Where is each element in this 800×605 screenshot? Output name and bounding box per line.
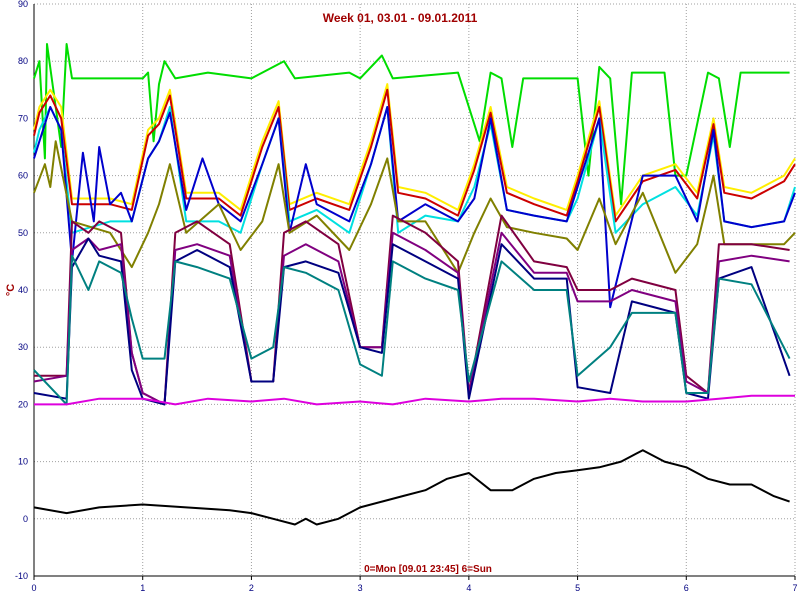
y-axis-label: °C bbox=[5, 284, 17, 296]
x-tick-label: 3 bbox=[358, 583, 363, 593]
series-line-12 bbox=[33, 449, 790, 526]
series-line-10 bbox=[33, 254, 791, 406]
series-line-2 bbox=[33, 83, 796, 217]
y-tick-label: 70 bbox=[18, 113, 28, 123]
series-line-11 bbox=[34, 394, 795, 406]
y-tick-label: 80 bbox=[18, 56, 28, 66]
x-tick-label: 5 bbox=[575, 583, 580, 593]
series-line-5 bbox=[33, 106, 796, 309]
x-tick-label: 1 bbox=[140, 583, 145, 593]
x-tick-label: 2 bbox=[249, 583, 254, 593]
x-tick-label: 7 bbox=[792, 583, 797, 593]
y-tick-label: 0 bbox=[23, 514, 28, 524]
series-line-6 bbox=[33, 140, 796, 274]
y-tick-label: -10 bbox=[15, 571, 28, 581]
series-group bbox=[33, 43, 796, 526]
chart-title: Week 01, 03.01 - 09.01.2011 bbox=[323, 11, 478, 25]
x-axis-label: 0=Mon [09.01 23:45] 6=Sun bbox=[364, 564, 492, 575]
series-line-9 bbox=[33, 237, 791, 406]
y-tick-label: 60 bbox=[18, 171, 28, 181]
x-tick-label: 6 bbox=[684, 583, 689, 593]
y-tick-label: 20 bbox=[18, 399, 28, 409]
series-line-3 bbox=[33, 88, 796, 223]
y-tick-label: 30 bbox=[18, 342, 28, 352]
y-tick-label: 50 bbox=[18, 228, 28, 238]
x-tick-label: 4 bbox=[466, 583, 471, 593]
y-tick-label: 10 bbox=[18, 457, 28, 467]
x-tick-label: 0 bbox=[31, 583, 36, 593]
y-tick-label: 90 bbox=[18, 0, 28, 9]
y-tick-label: 40 bbox=[18, 285, 28, 295]
